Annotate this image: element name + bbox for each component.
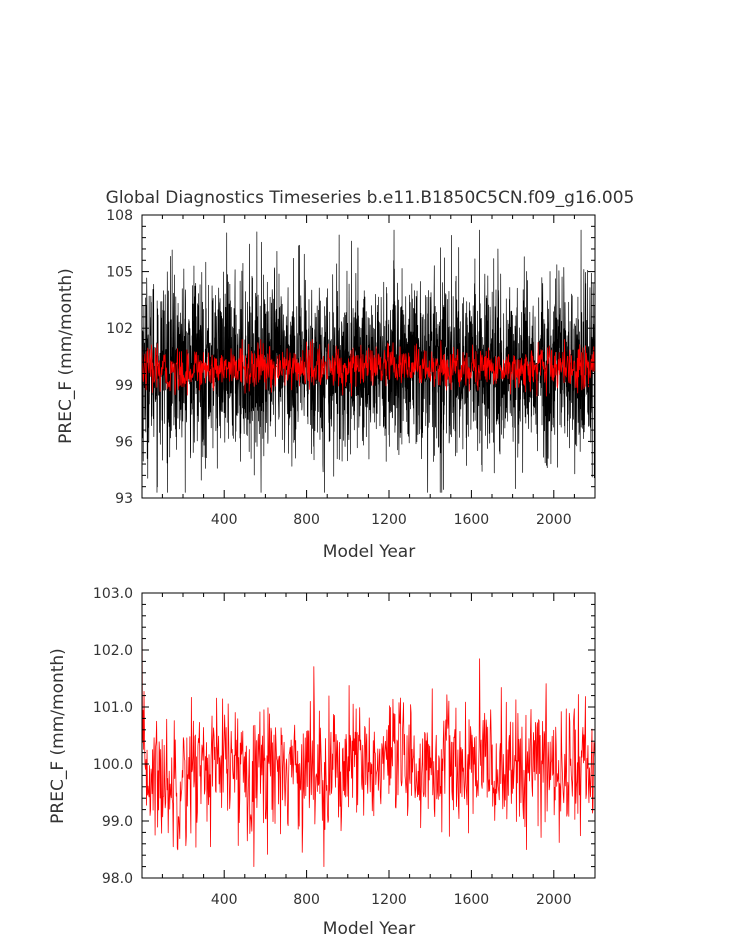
panel1-ytick-label: 102.0 [93,643,133,659]
panel0-xtick-label: 400 [211,512,238,528]
panel1-xtick-label: 800 [293,892,320,908]
panel0-series-layer [141,229,596,493]
panel1-xtick-label: 2000 [536,892,572,908]
annual-panel: 98.0 99.0 100.0 101.0 102.0 103.0 400 800 1200 16… [48,586,596,939]
panel1-ticks-layer: 98.0 99.0 100.0 101.0 102.0 103.0 400 800 1200 16… [93,586,596,908]
panel0-monthly-series-line [141,229,596,493]
panel0-ytick-label: 105 [106,265,133,281]
panel1-ytick-label: 100.0 [93,757,133,773]
panel0-frame [141,214,596,499]
panel1-ylabel: PREC_F (mm/month) [48,648,68,824]
panel0-annual-series-line [141,339,596,397]
panel0-ytick-label: 96 [115,434,133,450]
panel1-xtick-label: 1200 [371,892,407,908]
panel1-annual-series-line [141,598,596,867]
panel1-ytick-label: 101.0 [93,700,133,716]
panel1-xlabel: Model Year [323,919,415,939]
panel0-ytick-label: 99 [115,378,133,394]
panel0-ytick-label: 108 [106,208,133,224]
figure-title: Global Diagnostics Timeseries b.e11.B185… [106,188,635,208]
panel0-ytick-label: 102 [106,321,133,337]
panel1-ytick-label: 99.0 [102,814,133,830]
panel0-ticks-layer: 93 96 99 102 105 108 400 800 1200 1600 2000 [106,208,596,528]
panel0-xtick-label: 800 [293,512,320,528]
panel0-ylabel: PREC_F (mm/month) [56,268,76,444]
panel0-xlabel: Model Year [323,542,415,562]
panel1-series-layer [141,598,596,867]
panel1-ytick-label: 103.0 [93,586,133,602]
monthly-and-annual-panel: 93 96 99 102 105 108 400 800 1200 1600 2000 Model … [56,208,596,562]
panel1-ytick-label: 98.0 [102,871,133,887]
panel0-xtick-label: 1200 [371,512,407,528]
panel0-xtick-label: 1600 [454,512,490,528]
panel0-xtick-label: 2000 [536,512,572,528]
panel0-ytick-label: 93 [115,491,133,507]
panel1-frame [141,592,596,879]
panel1-xtick-label: 1600 [454,892,490,908]
panel1-xtick-label: 400 [211,892,238,908]
